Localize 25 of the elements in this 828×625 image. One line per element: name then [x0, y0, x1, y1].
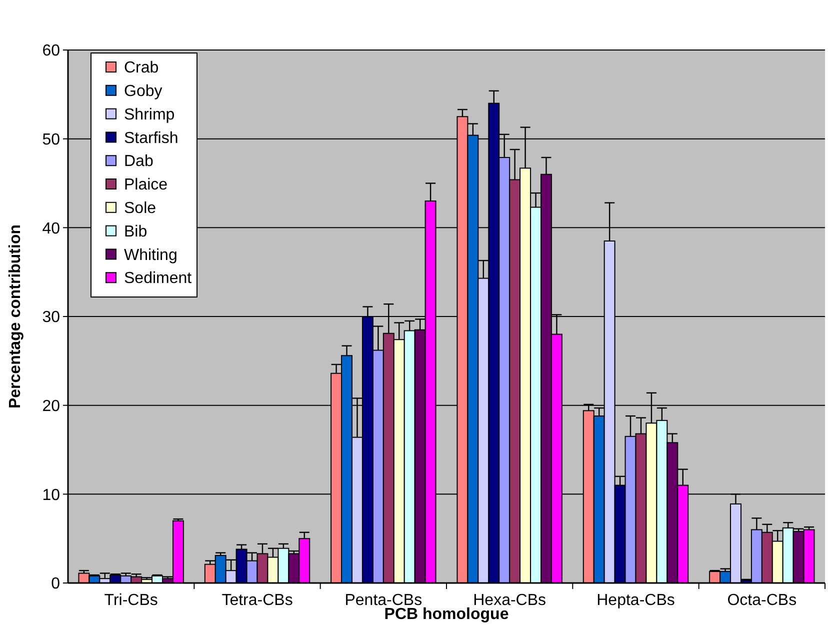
- x-tick-label: Hexa-CBs: [473, 592, 546, 609]
- y-tick-label: 20: [42, 398, 60, 415]
- legend-label: Dab: [124, 153, 154, 170]
- y-axis-title: Percentage contribution: [7, 224, 24, 409]
- legend-label: Whiting: [124, 246, 178, 264]
- legend-label: Crab: [124, 60, 159, 77]
- legend-label: Plaice: [124, 176, 168, 194]
- y-tick-label: 60: [42, 42, 60, 60]
- x-tick-label: Tri-CBs: [104, 592, 158, 609]
- legend-label: Goby: [124, 83, 162, 100]
- y-tick-label: 30: [42, 309, 60, 326]
- legend-label: Bib: [124, 223, 148, 240]
- x-tick-label: Hepta-CBs: [596, 592, 675, 609]
- x-tick-label: Tetra-CBs: [222, 592, 293, 609]
- x-axis-title: PCB homologue: [384, 606, 509, 623]
- x-tick-label: Octa-CBs: [727, 592, 797, 609]
- legend-label: Shrimp: [124, 106, 175, 124]
- y-tick-label: 10: [42, 486, 60, 504]
- legend-label: Sole: [124, 200, 156, 217]
- y-tick-label: 50: [42, 131, 60, 148]
- y-tick-label: 0: [51, 576, 60, 593]
- x-tick-label: Penta-CBs: [344, 592, 422, 609]
- legend-label: Starfish: [124, 130, 178, 147]
- y-tick-label: 40: [42, 220, 60, 238]
- legend-label: Sediment: [124, 270, 192, 288]
